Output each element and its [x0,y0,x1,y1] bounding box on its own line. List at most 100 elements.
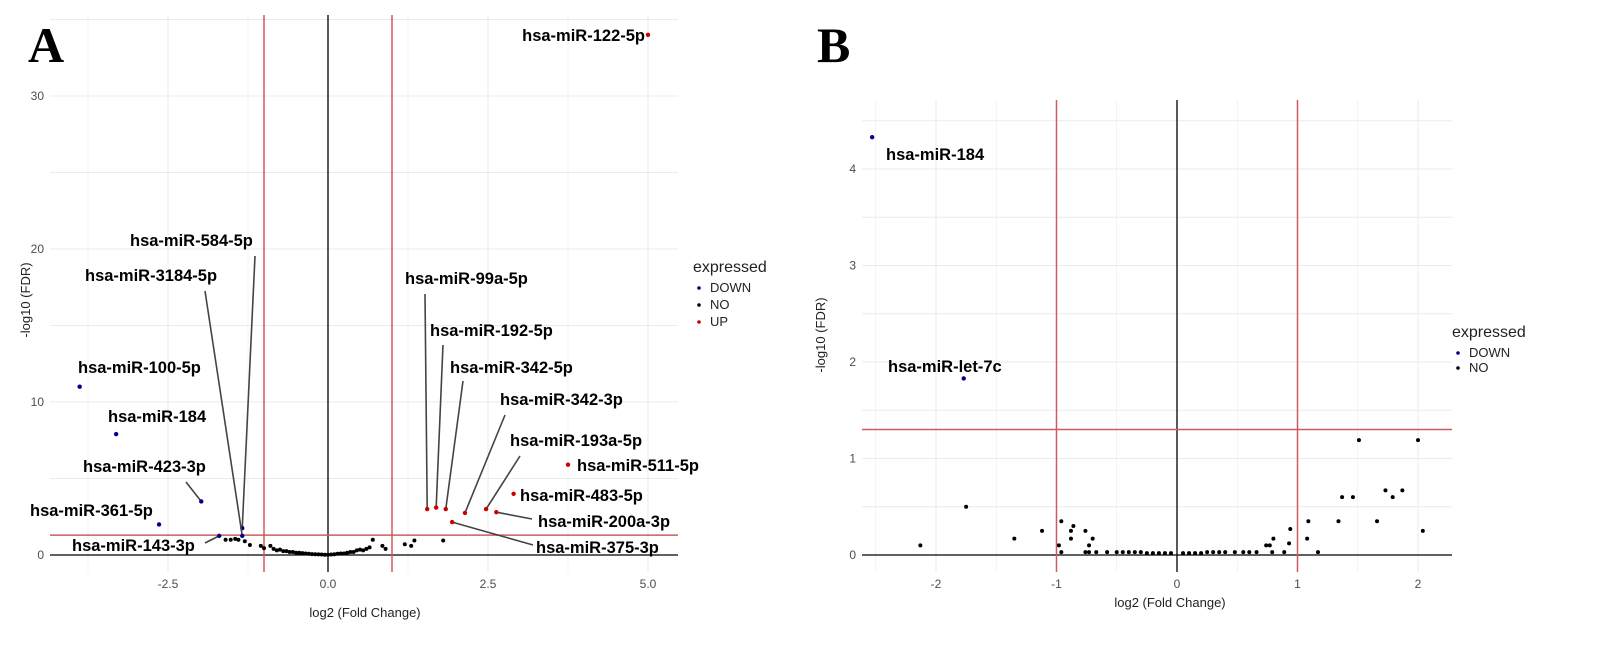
data-point-no [242,539,247,544]
data-point-up [511,491,516,496]
point-label: hsa-miR-184 [108,408,207,426]
point-label: hsa-miR-184 [886,146,985,164]
data-point-down [961,376,966,381]
data-point-no [1181,551,1186,556]
panel-letter: B [817,17,850,73]
data-point-no [287,549,292,554]
y-axis-title: -log10 (FDR) [813,297,828,372]
data-point-no [313,552,318,557]
point-label: hsa-miR-99a-5p [405,270,528,288]
legend-key-down [1456,351,1460,355]
x-tick-label: 0 [1174,577,1181,591]
data-point-no [1059,519,1064,524]
data-point-no [1094,550,1099,555]
legend-item-no: NO [710,297,730,312]
data-point-no [1087,550,1092,555]
data-point-no [247,543,252,548]
data-point-no [332,552,337,557]
label-leader-line [464,414,506,514]
data-point-no [380,543,385,548]
legend-item-down: DOWN [1469,345,1510,360]
data-point-no [1306,519,1311,524]
x-tick-label: -2.5 [158,577,179,591]
data-point-no [1138,550,1143,555]
x-tick-label: -2 [931,577,942,591]
x-tick-label: 1 [1294,577,1301,591]
panel-b: -2 -1 0 1 2 0 1 2 3 4 log2 (Fold Change) -log10 (FD… [813,17,1526,610]
data-point-no [351,549,356,554]
label-leader-line [185,481,202,502]
x-tick-label: 5.0 [640,577,657,591]
data-point-no [316,552,321,557]
data-point-no [1350,495,1355,500]
y-tick-label: 0 [849,548,856,562]
data-point-no [1241,550,1246,555]
data-point-down [869,134,875,140]
data-point-no [1126,550,1131,555]
data-point-no [1356,438,1361,443]
data-point-no [354,548,359,553]
data-point-no [271,546,276,551]
data-point-no [1267,543,1272,548]
data-point-no [348,549,353,554]
data-point-no [258,543,263,548]
label-leader-line [451,521,534,546]
data-point-no [1416,438,1420,443]
y-tick-label: 3 [849,259,856,273]
legend-title: expressed [1452,324,1526,341]
data-point-down [156,522,162,527]
legend-key-no [697,303,701,307]
data-point-no [1090,536,1095,541]
data-point-no [1150,551,1155,556]
legend-item-down: DOWN [710,280,751,295]
data-point-no [1287,541,1292,546]
data-point-no [361,548,366,553]
data-point-down [217,533,222,539]
label-leader-line [204,290,244,536]
data-point-up [449,519,455,525]
data-point-no [1340,495,1345,500]
point-label: hsa-miR-3184-5p [85,267,217,285]
data-point-no [1114,550,1119,555]
x-tick-label: 2.5 [480,577,497,591]
data-point-no [1071,524,1076,529]
data-point-no [1270,550,1275,555]
point-label: hsa-miR-let-7c [888,358,1002,376]
point-label: hsa-miR-193a-5p [510,432,642,450]
y-tick-label: 10 [31,395,45,409]
data-point-no [1375,519,1380,524]
x-tick-label: 2 [1415,577,1422,591]
data-point-no [1305,536,1310,541]
data-point-no [918,543,923,548]
point-label: hsa-miR-192-5p [430,322,553,340]
data-point-no [1288,526,1293,531]
data-point-no [358,547,362,552]
point-label: hsa-miR-483-5p [520,487,643,505]
x-axis-title: log2 (Fold Change) [1114,595,1225,610]
label-leader-line [435,344,444,508]
data-point-no [262,546,266,551]
label-leader-line [496,511,533,520]
data-point-down [77,384,82,389]
data-point-no [441,538,446,543]
data-point-no [319,552,324,557]
data-point-no [1264,543,1269,548]
data-point-no [1205,550,1210,555]
data-point-no [342,551,346,556]
data-point-no [284,549,289,554]
data-point-up [462,510,468,516]
data-point-no [345,550,350,555]
data-point-down [113,431,119,437]
data-point-no [306,551,311,556]
data-point-no [1040,528,1045,533]
data-point-no [1059,550,1064,555]
data-point-no [1420,528,1425,533]
data-point-up [645,32,651,37]
data-point-no [367,545,372,550]
data-point-no [1211,550,1216,555]
data-point-no [383,546,388,551]
y-tick-label: 1 [849,452,856,466]
point-label: hsa-miR-143-3p [72,537,195,555]
data-point-no [335,551,340,556]
